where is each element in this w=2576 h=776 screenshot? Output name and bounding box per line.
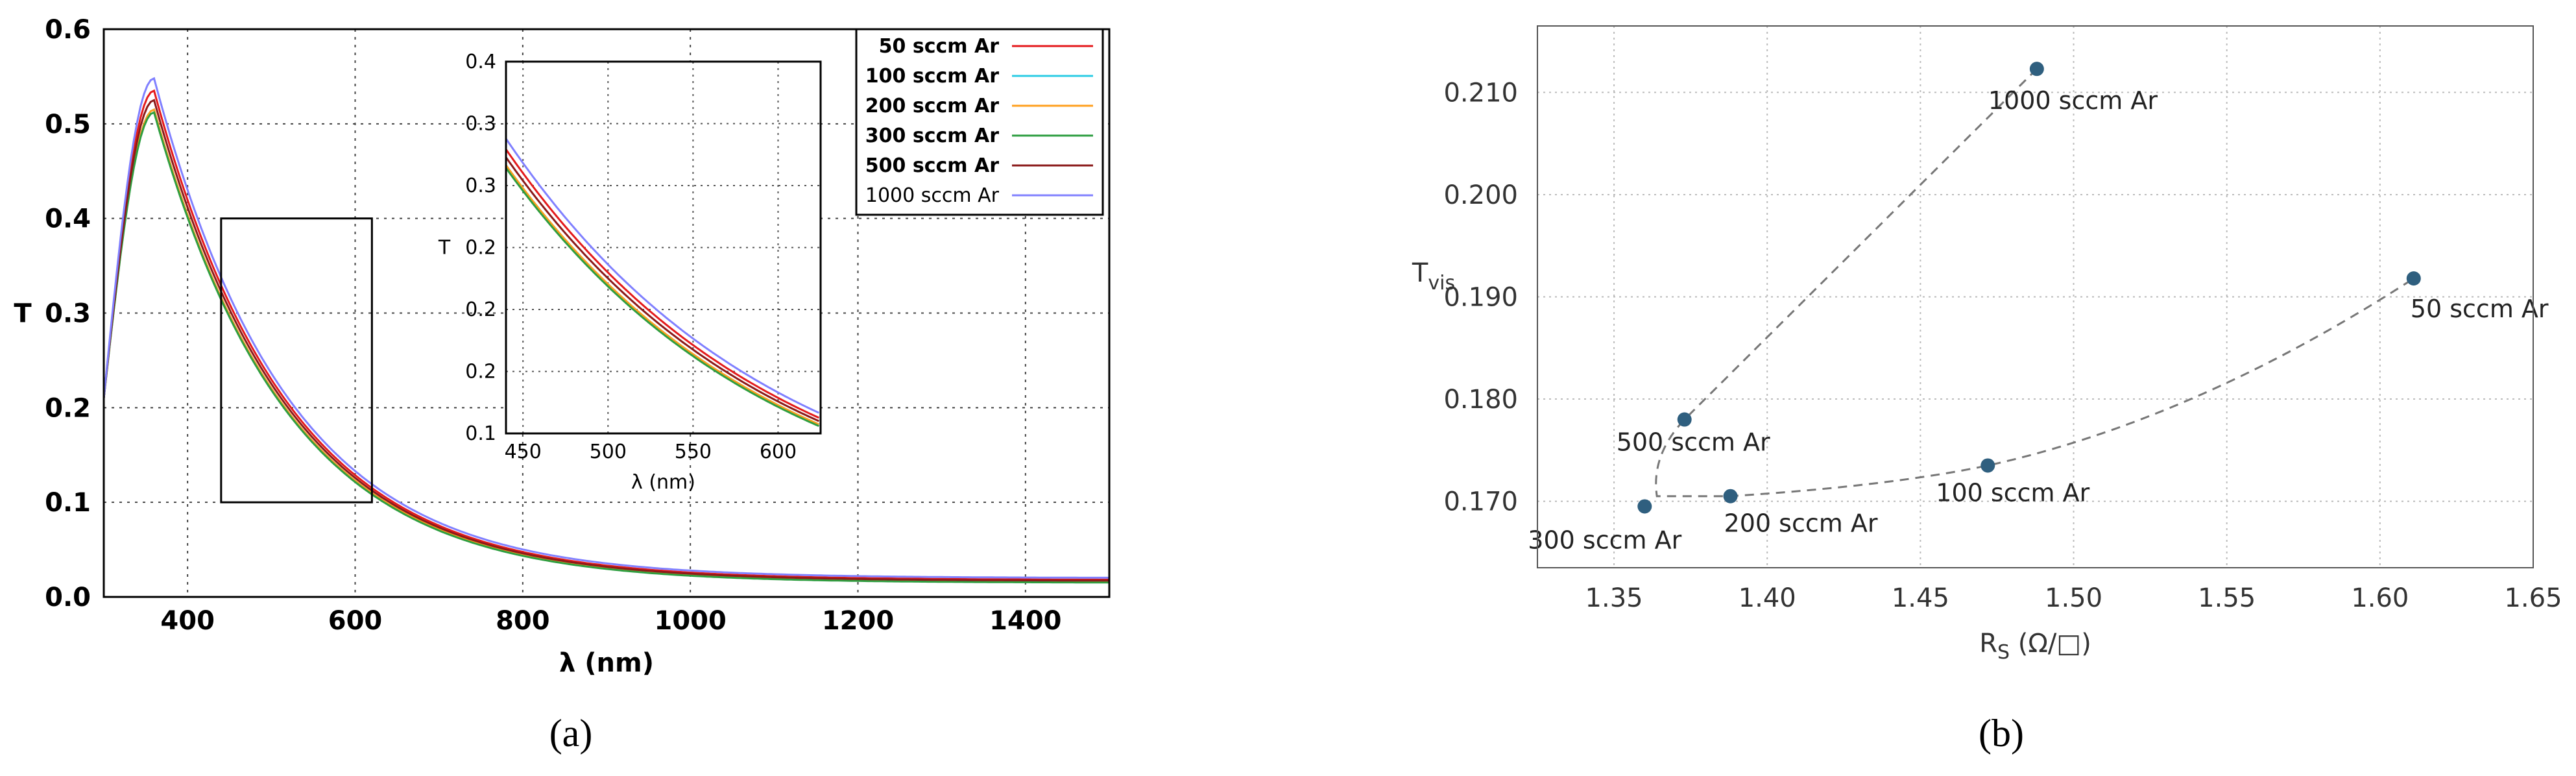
inset-chart: 450 500 550 600 0.1 0.2 0.2 0.2 0.3 0.3 0.4 λ (nm)… [438, 51, 822, 494]
inset-x-tick-label: 550 [675, 441, 712, 463]
x-tick-label: 1200 [822, 606, 894, 636]
panel-a-x-axis-label: λ (nm) [559, 648, 654, 678]
y-tick-label: 0.6 [45, 15, 91, 45]
b-y-tick-label: 0.170 [1443, 487, 1518, 517]
scatter-point [1637, 499, 1652, 514]
b-x-tick-label: 1.50 [2045, 583, 2102, 613]
panel-b-frame [1537, 25, 2534, 568]
legend-label: 50 sccm Ar [879, 35, 1000, 58]
inset-x-tick-label: 450 [505, 441, 542, 463]
b-x-tick-label: 1.65 [2504, 583, 2562, 613]
x-tick-label: 800 [496, 606, 550, 636]
inset-frame [505, 60, 822, 435]
inset-y-tick-label: 0.2 [465, 361, 496, 383]
inset-series-line [505, 149, 820, 419]
inset-grid [506, 62, 821, 433]
legend-label: 1000 sccm Ar [865, 184, 1000, 207]
scatter-point [2406, 271, 2421, 286]
inset-x-axis-label: λ (nm) [631, 471, 695, 494]
panel-a-ticks: 400 600 800 1000 1200 1400 0.0 0.1 0.2 0.3 0.4 0.5 0… [45, 15, 1061, 636]
inset-y-tick-label: 0.4 [465, 51, 496, 73]
y-tick-label: 0.2 [45, 393, 91, 423]
panel-a-y-axis-label: T [14, 299, 32, 329]
y-tick-label: 0.4 [45, 204, 91, 234]
scatter-point [2029, 62, 2044, 77]
b-x-tick-label: 1.45 [1892, 583, 1949, 613]
inset-y-axis-label: T [438, 237, 451, 260]
inset-series-line [505, 164, 819, 426]
b-x-tick-label: 1.60 [2351, 583, 2409, 613]
b-x-tick-label: 1.40 [1739, 583, 1796, 613]
point-label: 500 sccm Ar [1617, 428, 1770, 457]
legend-box [855, 28, 1104, 216]
b-x-tick-label: 1.55 [2198, 583, 2256, 613]
scatter-point [1723, 489, 1738, 503]
inset-series-line [505, 156, 820, 422]
b-y-tick-label: 0.180 [1443, 385, 1518, 415]
legend-label: 200 sccm Ar [865, 95, 999, 117]
inset-ticks: 450 500 550 600 0.1 0.2 0.2 0.2 0.3 0.3 0.4 [465, 51, 797, 463]
x-tick-label: 1000 [655, 606, 727, 636]
panel-a-curves [102, 77, 1110, 584]
inset-y-tick-label: 0.1 [465, 422, 496, 445]
panel-b-y-axis-label: Tvis [1412, 258, 1455, 295]
b-dashed-line [1655, 68, 2414, 498]
b-x-tick-label: 1.35 [1585, 583, 1643, 613]
scatter-point [1677, 412, 1692, 427]
y-tick-label: 0.0 [45, 583, 91, 612]
series-line [102, 99, 1109, 582]
panel-b-ticks: 1.35 1.40 1.45 1.50 1.55 1.60 1.65 0.170 0.180 0.… [1443, 78, 2562, 613]
panel-b-points: 50 sccm Ar 100 sccm Ar 200 sccm Ar 300 sccm… [1528, 62, 2549, 554]
b-y-tick-label: 0.200 [1443, 180, 1518, 210]
inset-y-tick-label: 0.3 [465, 175, 496, 197]
inset-series-line [505, 138, 820, 414]
inset-y-tick-label: 0.2 [465, 298, 496, 321]
scatter-point [1980, 458, 1995, 473]
inset-x-tick-label: 500 [590, 441, 627, 463]
legend-label: 300 sccm Ar [865, 125, 999, 147]
panel-label-a: (a) [549, 712, 593, 755]
x-tick-label: 400 [160, 606, 215, 636]
legend: 50 sccm Ar 100 sccm Ar 200 sccm Ar 300 sccm… [855, 28, 1104, 216]
series-line [102, 111, 1109, 584]
x-tick-label: 600 [328, 606, 383, 636]
inset-curves [505, 138, 820, 427]
y-tick-label: 0.3 [45, 299, 91, 329]
panel-b-dashed-lines [1655, 68, 2414, 498]
inset-series-line [505, 167, 819, 427]
b-y-tick-label: 0.190 [1443, 283, 1518, 313]
x-tick-label: 1400 [989, 606, 1061, 636]
legend-label: 100 sccm Ar [865, 65, 999, 88]
point-label: 100 sccm Ar [1936, 478, 2089, 507]
series-line [102, 77, 1110, 579]
point-label: 50 sccm Ar [2411, 295, 2549, 323]
point-label: 300 sccm Ar [1528, 526, 1681, 554]
panel-a-chart: 400 600 800 1000 1200 1400 0.0 0.1 0.2 0.3 0.4 0.5 0… [14, 15, 1111, 755]
y-tick-label: 0.1 [45, 488, 91, 518]
inset-x-tick-label: 600 [760, 441, 797, 463]
legend-label: 500 sccm Ar [865, 154, 999, 177]
inset-y-tick-label: 0.3 [465, 113, 496, 136]
zoom-box [220, 217, 373, 503]
point-label: 1000 sccm Ar [1988, 86, 2158, 115]
panel-a-frame [102, 28, 1111, 598]
inset-y-tick-label: 0.2 [465, 237, 496, 260]
point-label: 200 sccm Ar [1724, 509, 1878, 538]
b-y-tick-label: 0.210 [1443, 78, 1518, 108]
y-tick-label: 0.5 [45, 110, 91, 139]
panel-b-x-axis-label: RS (Ω/□) [1979, 629, 2091, 664]
panel-label-b: (b) [1979, 712, 2024, 755]
panel-b-chart: 50 sccm Ar 100 sccm Ar 200 sccm Ar 300 sccm… [1412, 25, 2562, 755]
